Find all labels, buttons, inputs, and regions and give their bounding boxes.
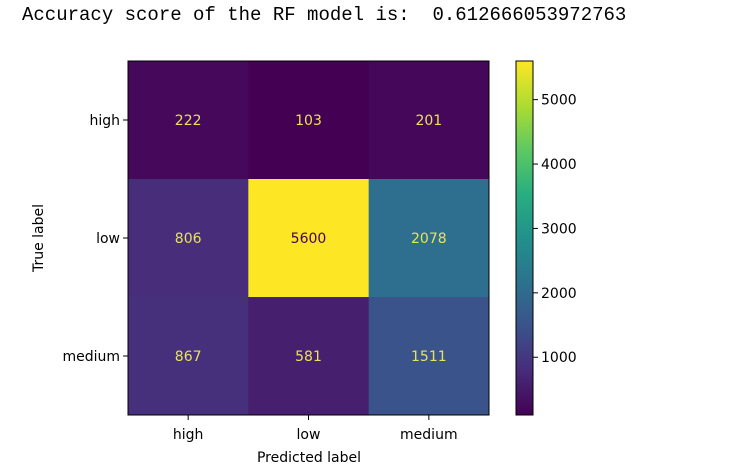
heatmap-cell (368, 179, 490, 298)
heatmap-cell-value: 201 (415, 113, 442, 129)
y-tick-label: low (96, 231, 120, 247)
y-tick-label: medium (62, 349, 120, 365)
colorbar-tick-label: 3000 (541, 221, 577, 237)
colorbar-tick-label: 1000 (541, 350, 577, 366)
heatmap-cell (248, 179, 370, 298)
heatmap-cell-value: 581 (295, 349, 322, 365)
heatmap-cell-value: 867 (175, 349, 202, 365)
x-axis-label: Predicted label (257, 450, 361, 466)
heatmap-cell-value: 222 (175, 113, 202, 129)
y-axis-label: True label (31, 204, 47, 273)
colorbar-tick-label: 4000 (541, 157, 577, 173)
heatmap-cell (368, 297, 490, 416)
colorbar-tick-label: 2000 (541, 286, 577, 302)
heatmap-cell (128, 179, 249, 298)
heatmap-cell-value: 5600 (291, 231, 327, 247)
x-tick-label: low (297, 427, 321, 443)
colorbar (515, 60, 534, 416)
y-tick-label: high (89, 113, 120, 129)
heatmap-cell (368, 61, 490, 180)
colorbar-tick-label: 5000 (541, 93, 577, 109)
x-tick-label: medium (400, 427, 458, 443)
heatmap-cell (248, 61, 370, 180)
heatmap-cell (128, 61, 249, 180)
heatmap-cell (248, 297, 370, 416)
heatmap-cell (128, 297, 249, 416)
accuracy-output-text: Accuracy score of the RF model is: 0.612… (22, 4, 627, 26)
heatmap-cell-value: 1511 (411, 349, 447, 365)
heatmap-cell-value: 806 (175, 231, 202, 247)
heatmap-cell-value: 2078 (411, 231, 447, 247)
x-tick-label: high (173, 427, 204, 443)
heatmap-cell-value: 103 (295, 113, 322, 129)
